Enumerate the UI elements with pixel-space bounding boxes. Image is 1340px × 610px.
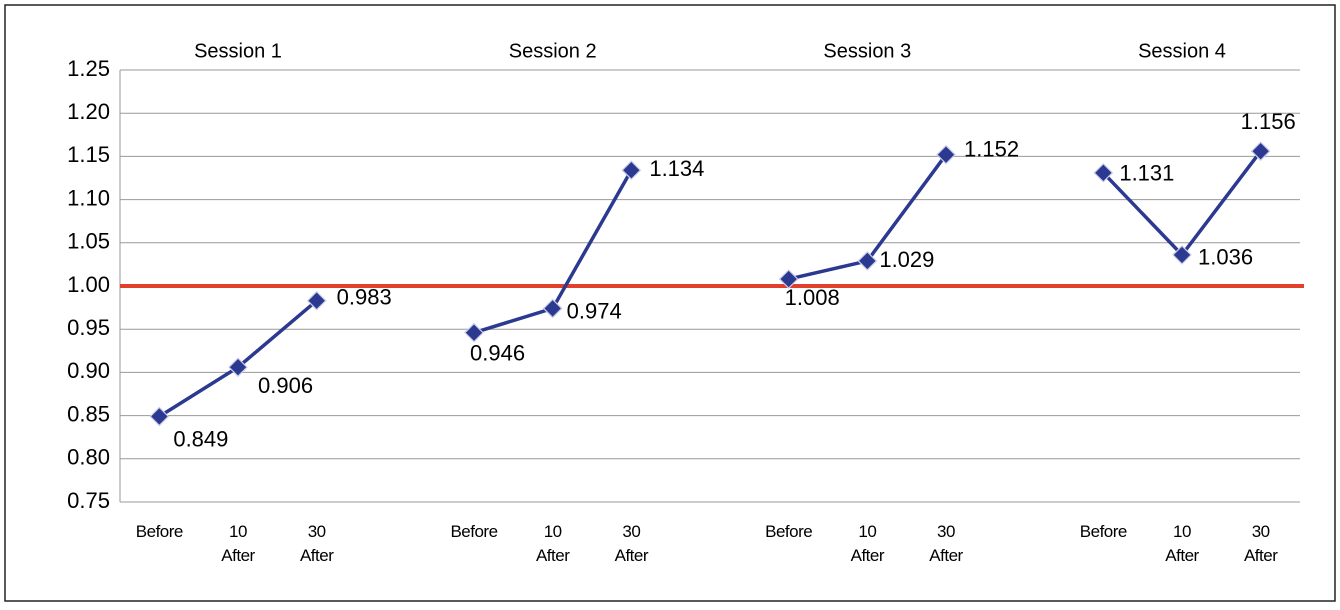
x-tick-label: Before <box>450 522 498 541</box>
y-tick-label: 0.80 <box>67 445 110 470</box>
marker <box>542 298 563 319</box>
data-label: 0.983 <box>337 285 392 310</box>
marker <box>1093 162 1114 183</box>
session-title: Session 4 <box>1138 40 1226 62</box>
y-tick-label: 1.10 <box>67 185 110 210</box>
x-tick-label: 10 After <box>850 522 885 565</box>
marker <box>778 269 799 289</box>
x-tick-label: 10 After <box>535 522 570 565</box>
y-tick-label: 1.05 <box>67 229 110 254</box>
marker <box>464 322 484 343</box>
y-tick-label: 0.75 <box>67 488 110 513</box>
data-label: 1.156 <box>1241 109 1296 134</box>
y-tick-label: 1.25 <box>67 56 110 81</box>
x-tick-label: 30 After <box>299 522 334 565</box>
data-label: 1.008 <box>785 285 840 310</box>
marker <box>936 144 956 165</box>
marker <box>149 406 170 427</box>
marker <box>306 290 327 311</box>
y-tick-label: 0.85 <box>67 401 110 426</box>
data-label: 1.152 <box>964 136 1019 161</box>
x-tick-label: 30 After <box>614 522 649 565</box>
marker <box>1250 141 1271 162</box>
session-title: Session 1 <box>194 40 282 62</box>
data-label: 0.849 <box>173 426 228 451</box>
x-tick-label: Before <box>765 522 813 541</box>
x-tick-label: Before <box>135 522 184 541</box>
frame <box>4 4 1336 602</box>
data-label: 1.036 <box>1198 245 1253 270</box>
data-label: 0.906 <box>258 373 313 398</box>
x-tick-label: 10 After <box>221 522 255 565</box>
y-tick-label: 0.90 <box>67 358 110 383</box>
data-label: 1.131 <box>1119 161 1174 186</box>
x-tick-label: 30 After <box>929 522 963 565</box>
marker <box>857 251 878 271</box>
y-tick-label: 0.95 <box>67 315 110 340</box>
marker <box>228 357 248 378</box>
marker <box>621 160 642 181</box>
session-title: Session 3 <box>823 40 911 62</box>
data-label: 0.974 <box>567 298 622 323</box>
y-tick-label: 1.00 <box>67 272 110 297</box>
data-label: 0.946 <box>470 340 525 365</box>
x-tick-label: Before <box>1079 522 1128 541</box>
data-label: 1.029 <box>879 247 934 272</box>
x-tick-label: 30 After <box>1243 522 1278 565</box>
marker <box>1172 245 1192 265</box>
session-title: Session 2 <box>509 40 597 62</box>
x-tick-label: 10 After <box>1165 522 1199 565</box>
data-label: 1.134 <box>649 156 704 181</box>
y-tick-label: 1.15 <box>67 142 110 167</box>
y-tick-label: 1.20 <box>67 99 110 124</box>
